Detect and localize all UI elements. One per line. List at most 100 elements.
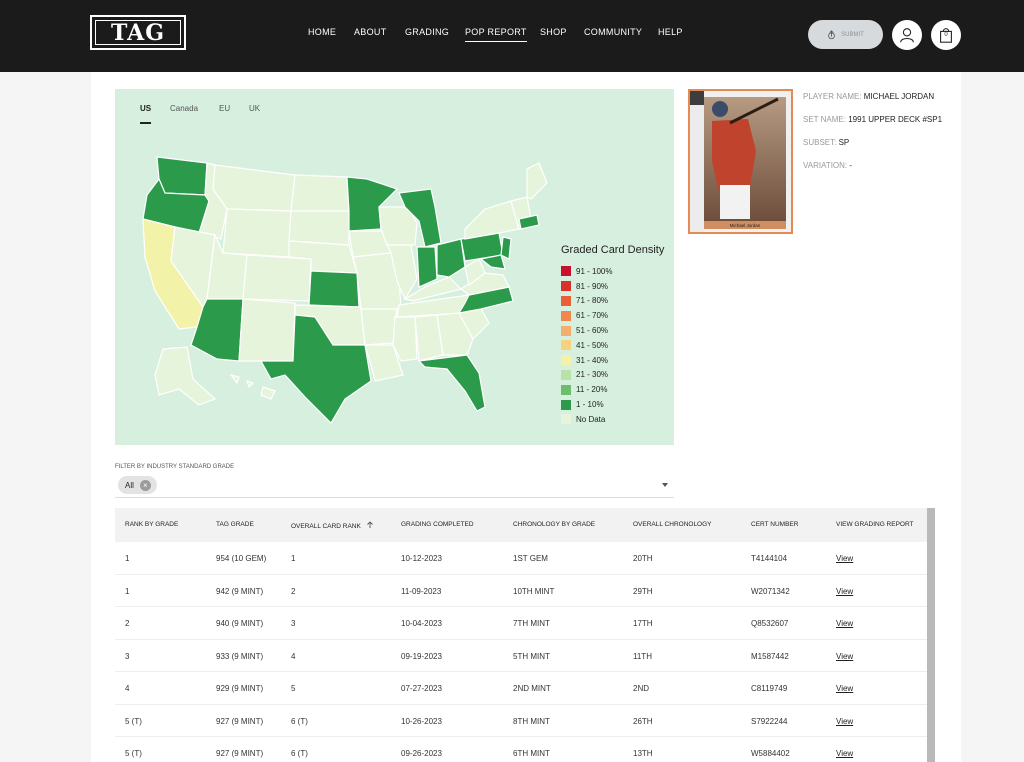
cell-overall-chronology: 26TH: [633, 716, 653, 726]
nav-help[interactable]: HELP: [658, 27, 683, 37]
nav-shop[interactable]: SHOP: [540, 27, 567, 37]
chevron-down-icon[interactable]: [662, 483, 668, 487]
card-caption: Michael Jordan: [730, 223, 761, 228]
card-image[interactable]: Michael Jordan: [688, 89, 793, 234]
cell-chronology-by-grade: 5TH MINT: [513, 651, 550, 661]
tag-logo[interactable]: TAG: [90, 15, 186, 50]
table-row: 3 933 (9 MINT) 4 09-19-2023 5TH MINT 11TH M158…: [115, 639, 927, 672]
cell-overall-card-rank: 5: [291, 684, 296, 693]
cell-grading-completed: 10-04-2023: [401, 619, 442, 628]
player-name-row: PLAYER NAME: MICHAEL JORDAN: [803, 90, 943, 103]
cell-view-report-link[interactable]: View: [836, 651, 854, 661]
legend-item: 51 - 60%: [561, 323, 671, 338]
close-icon[interactable]: ×: [139, 479, 151, 491]
nav-community[interactable]: COMMUNITY: [584, 27, 643, 37]
user-icon: [900, 28, 914, 43]
cell-overall-chronology: 11TH: [633, 651, 652, 661]
th-tag-grade[interactable]: TAG GRADE: [216, 521, 254, 528]
legend-swatch: [561, 355, 571, 366]
th-chronology-by-grade[interactable]: CHRONOLOGY BY GRADE: [513, 521, 596, 528]
cell-overall-chronology: 17TH: [633, 619, 653, 628]
cell-overall-card-rank: 3: [291, 619, 296, 628]
state-maryland: [479, 254, 506, 270]
legend-item: 21 - 30%: [561, 368, 671, 383]
state-maine: [526, 162, 548, 200]
card-details: PLAYER NAME: MICHAEL JORDAN SET NAME: 19…: [803, 90, 943, 182]
table-header: RANK BY GRADE TAG GRADE OVERALL CARD RAN…: [115, 508, 927, 542]
cart-button[interactable]: 0: [931, 20, 961, 50]
tab-canada[interactable]: Canada: [170, 104, 199, 113]
cell-overall-card-rank: 4: [291, 651, 296, 661]
submit-button[interactable]: SUBMIT: [808, 20, 883, 49]
cell-view-report-link[interactable]: View: [836, 716, 854, 726]
th-cert-number[interactable]: CERT NUMBER: [751, 521, 799, 528]
legend-label: 1 - 10%: [576, 400, 604, 410]
th-overall-chronology[interactable]: OVERALL CHRONOLOGY: [633, 521, 712, 528]
cell-cert-number: T4144104: [751, 554, 788, 563]
table-row: 5 (T) 927 (9 MINT) 6 (T) 10-26-2023 8TH MINT…: [115, 704, 927, 737]
legend-swatch: [561, 266, 571, 277]
state-louisiana: [364, 344, 404, 382]
account-button[interactable]: [892, 20, 922, 50]
subset-label: SUBSET:: [803, 138, 837, 147]
cell-overall-chronology: 13TH: [633, 749, 653, 758]
shopping-bag-icon: [940, 28, 952, 43]
cell-tag-grade: 933 (9 MINT): [216, 651, 264, 661]
th-overall-card-rank[interactable]: OVERALL CARD RANK: [291, 521, 374, 530]
us-density-map[interactable]: [135, 149, 555, 439]
nav-pop-report[interactable]: POP REPORT: [465, 27, 527, 42]
th-view-grading-report[interactable]: VIEW GRADING REPORT: [836, 521, 914, 528]
logo-text: TAG: [110, 19, 166, 46]
nav-home[interactable]: HOME: [308, 27, 337, 37]
state-kansas: [308, 270, 360, 308]
set-name-label: SET NAME:: [803, 115, 846, 124]
cell-view-report-link[interactable]: View: [836, 586, 854, 596]
cell-tag-grade: 929 (9 MINT): [216, 684, 264, 693]
state-arkansas: [360, 308, 398, 346]
legend-swatch: [561, 310, 571, 321]
density-legend: Graded Card Density 91 - 100% 81 - 90% 71 …: [561, 244, 671, 427]
table-row: 4 929 (9 MINT) 5 07-27-2023 2ND MINT 2ND C8119…: [115, 672, 927, 705]
variation-row: VARIATION: -: [803, 159, 943, 172]
cell-tag-grade: 927 (9 MINT): [216, 716, 264, 726]
legend-label: No Data: [576, 414, 606, 424]
legend-label: 31 - 40%: [576, 355, 609, 365]
legend-item: 11 - 20%: [561, 382, 671, 397]
cell-view-report-link[interactable]: View: [836, 684, 854, 693]
cell-view-report-link[interactable]: View: [836, 749, 854, 758]
cell-rank-by-grade: 5 (T): [125, 716, 142, 726]
cell-overall-card-rank: 1: [291, 554, 296, 563]
legend-swatch: [561, 399, 571, 410]
nav-grading[interactable]: GRADING: [405, 27, 450, 37]
tab-uk[interactable]: UK: [249, 104, 261, 113]
legend-label: 91 - 100%: [576, 266, 613, 276]
state-new-york: [464, 200, 520, 240]
cell-chronology-by-grade: 6TH MINT: [513, 749, 550, 758]
table-scrollbar[interactable]: [927, 508, 935, 762]
tab-us[interactable]: US: [140, 104, 152, 124]
cell-tag-grade: 940 (9 MINT): [216, 619, 264, 628]
nav-about[interactable]: ABOUT: [354, 27, 387, 37]
th-overall-card-rank-label: OVERALL CARD RANK: [291, 523, 361, 530]
legend-swatch: [561, 384, 571, 395]
cell-view-report-link[interactable]: View: [836, 619, 854, 628]
th-grading-completed[interactable]: GRADING COMPLETED: [401, 521, 474, 528]
legend-item: 1 - 10%: [561, 397, 671, 412]
filter-chip-all[interactable]: All ×: [118, 476, 157, 494]
th-rank-by-grade[interactable]: RANK BY GRADE: [125, 521, 179, 528]
legend-title: Graded Card Density: [561, 244, 665, 256]
cell-overall-card-rank: 6 (T): [291, 716, 308, 726]
cell-tag-grade: 954 (10 GEM): [216, 554, 267, 563]
cell-rank-by-grade: 1: [125, 554, 130, 563]
population-map-panel: US Canada EU UK: [115, 89, 674, 445]
cell-rank-by-grade: 5 (T): [125, 749, 142, 758]
cell-tag-grade: 927 (9 MINT): [216, 749, 264, 758]
state-new-jersey: [500, 236, 512, 260]
state-washington: [156, 156, 208, 196]
state-west-virginia: [464, 258, 486, 287]
tab-eu[interactable]: EU: [219, 104, 231, 113]
cell-view-report-link[interactable]: View: [836, 554, 854, 563]
grade-filter-select[interactable]: All ×: [115, 474, 674, 498]
cell-rank-by-grade: 4: [125, 684, 130, 693]
state-alaska: [154, 346, 217, 406]
